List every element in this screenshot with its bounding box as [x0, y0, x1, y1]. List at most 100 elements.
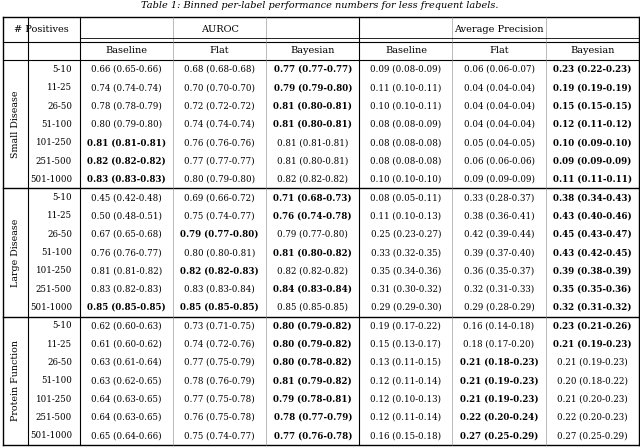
Text: 0.06 (0.06-0.06): 0.06 (0.06-0.06) [463, 156, 534, 165]
Text: 0.66 (0.65-0.66): 0.66 (0.65-0.66) [92, 65, 162, 74]
Text: 101-250: 101-250 [36, 266, 72, 275]
Text: Bayesian: Bayesian [570, 46, 614, 55]
Text: Bayesian: Bayesian [291, 46, 335, 55]
Text: 0.23 (0.22-0.23): 0.23 (0.22-0.23) [553, 65, 631, 74]
Text: 0.19 (0.17-0.22): 0.19 (0.17-0.22) [371, 321, 442, 330]
Text: 0.10 (0.10-0.11): 0.10 (0.10-0.11) [370, 101, 442, 110]
Text: 0.45 (0.42-0.48): 0.45 (0.42-0.48) [91, 193, 162, 202]
Text: 0.11 (0.11-0.11): 0.11 (0.11-0.11) [552, 175, 632, 184]
Text: 0.82 (0.82-0.82): 0.82 (0.82-0.82) [277, 266, 348, 275]
Text: 51-100: 51-100 [41, 120, 72, 129]
Text: 0.80 (0.78-0.82): 0.80 (0.78-0.82) [273, 358, 352, 367]
Text: 5-10: 5-10 [52, 193, 72, 202]
Text: 51-100: 51-100 [41, 248, 72, 257]
Text: 0.76 (0.75-0.78): 0.76 (0.75-0.78) [184, 413, 255, 422]
Text: 0.63 (0.62-0.65): 0.63 (0.62-0.65) [92, 376, 162, 385]
Text: 0.81 (0.79-0.82): 0.81 (0.79-0.82) [273, 376, 352, 385]
Text: 0.13 (0.11-0.15): 0.13 (0.11-0.15) [371, 358, 442, 367]
Text: 0.38 (0.34-0.43): 0.38 (0.34-0.43) [553, 193, 632, 202]
Text: 0.77 (0.77-0.77): 0.77 (0.77-0.77) [274, 65, 352, 74]
Text: 0.79 (0.78-0.81): 0.79 (0.78-0.81) [273, 395, 352, 404]
Text: 0.83 (0.83-0.83): 0.83 (0.83-0.83) [87, 175, 166, 184]
Text: 0.83 (0.83-0.84): 0.83 (0.83-0.84) [184, 285, 255, 294]
Text: 0.78 (0.77-0.79): 0.78 (0.77-0.79) [273, 413, 352, 422]
Text: 0.81 (0.81-0.81): 0.81 (0.81-0.81) [87, 138, 166, 147]
Text: 0.78 (0.78-0.79): 0.78 (0.78-0.79) [91, 101, 162, 110]
Text: 0.15 (0.13-0.17): 0.15 (0.13-0.17) [371, 340, 442, 349]
Text: Large Disease: Large Disease [11, 219, 20, 287]
Text: 0.82 (0.82-0.82): 0.82 (0.82-0.82) [277, 175, 348, 184]
Text: 0.68 (0.68-0.68): 0.68 (0.68-0.68) [184, 65, 255, 74]
Text: 0.80 (0.80-0.81): 0.80 (0.80-0.81) [184, 248, 255, 257]
Text: 0.27 (0.25-0.29): 0.27 (0.25-0.29) [460, 431, 538, 440]
Text: 0.06 (0.06-0.07): 0.06 (0.06-0.07) [463, 65, 534, 74]
Text: 0.16 (0.14-0.18): 0.16 (0.14-0.18) [463, 321, 534, 330]
Text: 0.04 (0.04-0.04): 0.04 (0.04-0.04) [463, 83, 534, 92]
Text: 0.74 (0.74-0.74): 0.74 (0.74-0.74) [184, 120, 255, 129]
Text: 0.70 (0.70-0.70): 0.70 (0.70-0.70) [184, 83, 255, 92]
Text: 0.33 (0.28-0.37): 0.33 (0.28-0.37) [464, 193, 534, 202]
Text: 0.08 (0.05-0.11): 0.08 (0.05-0.11) [371, 193, 442, 202]
Text: 0.76 (0.74-0.78): 0.76 (0.74-0.78) [273, 211, 352, 220]
Text: 0.12 (0.10-0.13): 0.12 (0.10-0.13) [371, 395, 442, 404]
Text: 11-25: 11-25 [47, 340, 72, 349]
Text: 0.81 (0.80-0.82): 0.81 (0.80-0.82) [273, 248, 352, 257]
Text: 251-500: 251-500 [36, 413, 72, 422]
Text: 0.22 (0.20-0.23): 0.22 (0.20-0.23) [557, 413, 627, 422]
Text: 0.05 (0.04-0.05): 0.05 (0.04-0.05) [463, 138, 534, 147]
Text: 0.81 (0.80-0.81): 0.81 (0.80-0.81) [273, 120, 352, 129]
Text: 0.21 (0.18-0.23): 0.21 (0.18-0.23) [460, 358, 538, 367]
Text: 0.19 (0.19-0.19): 0.19 (0.19-0.19) [553, 83, 632, 92]
Text: 0.65 (0.64-0.66): 0.65 (0.64-0.66) [92, 431, 162, 440]
Text: 0.67 (0.65-0.68): 0.67 (0.65-0.68) [91, 230, 162, 239]
Text: Baseline: Baseline [385, 46, 427, 55]
Text: 0.21 (0.19-0.23): 0.21 (0.19-0.23) [553, 340, 632, 349]
Text: 0.29 (0.28-0.29): 0.29 (0.28-0.29) [463, 303, 534, 312]
Text: Table 1: Binned per-label performance numbers for less frequent labels.: Table 1: Binned per-label performance nu… [141, 1, 499, 10]
Text: 0.32 (0.31-0.32): 0.32 (0.31-0.32) [553, 303, 632, 312]
Text: 0.71 (0.68-0.73): 0.71 (0.68-0.73) [273, 193, 352, 202]
Text: Baseline: Baseline [106, 46, 148, 55]
Text: 0.20 (0.18-0.22): 0.20 (0.18-0.22) [557, 376, 628, 385]
Text: 0.81 (0.80-0.81): 0.81 (0.80-0.81) [273, 101, 352, 110]
Text: 0.23 (0.21-0.26): 0.23 (0.21-0.26) [553, 321, 632, 330]
Text: 0.08 (0.08-0.08): 0.08 (0.08-0.08) [370, 156, 442, 165]
Text: 0.75 (0.74-0.77): 0.75 (0.74-0.77) [184, 431, 255, 440]
Text: 0.77 (0.77-0.77): 0.77 (0.77-0.77) [184, 156, 255, 165]
Text: 0.78 (0.76-0.79): 0.78 (0.76-0.79) [184, 376, 255, 385]
Text: 101-250: 101-250 [36, 138, 72, 147]
Text: 0.10 (0.10-0.10): 0.10 (0.10-0.10) [370, 175, 442, 184]
Text: 101-250: 101-250 [36, 395, 72, 404]
Text: 0.33 (0.32-0.35): 0.33 (0.32-0.35) [371, 248, 441, 257]
Text: 0.21 (0.19-0.23): 0.21 (0.19-0.23) [460, 395, 538, 404]
Text: # Positives: # Positives [14, 25, 69, 34]
Text: 0.42 (0.39-0.44): 0.42 (0.39-0.44) [464, 230, 534, 239]
Text: 0.64 (0.63-0.65): 0.64 (0.63-0.65) [92, 413, 162, 422]
Text: 0.32 (0.31-0.33): 0.32 (0.31-0.33) [464, 285, 534, 294]
Text: 0.61 (0.60-0.62): 0.61 (0.60-0.62) [91, 340, 162, 349]
Text: 0.80 (0.79-0.82): 0.80 (0.79-0.82) [273, 340, 352, 349]
Text: 0.76 (0.76-0.76): 0.76 (0.76-0.76) [184, 138, 255, 147]
Text: 0.04 (0.04-0.04): 0.04 (0.04-0.04) [463, 101, 534, 110]
Text: 5-10: 5-10 [52, 321, 72, 330]
Text: 5-10: 5-10 [52, 65, 72, 74]
Text: 0.80 (0.79-0.80): 0.80 (0.79-0.80) [184, 175, 255, 184]
Text: 0.72 (0.72-0.72): 0.72 (0.72-0.72) [184, 101, 255, 110]
Text: 251-500: 251-500 [36, 285, 72, 294]
Text: 251-500: 251-500 [36, 156, 72, 165]
Text: 0.09 (0.09-0.09): 0.09 (0.09-0.09) [463, 175, 534, 184]
Text: 0.35 (0.34-0.36): 0.35 (0.34-0.36) [371, 266, 441, 275]
Text: 0.39 (0.38-0.39): 0.39 (0.38-0.39) [553, 266, 632, 275]
Text: 0.08 (0.08-0.09): 0.08 (0.08-0.09) [371, 120, 442, 129]
Text: 26-50: 26-50 [47, 230, 72, 239]
Text: 0.27 (0.25-0.29): 0.27 (0.25-0.29) [557, 431, 627, 440]
Text: 0.50 (0.48-0.51): 0.50 (0.48-0.51) [91, 211, 162, 220]
Text: 0.74 (0.74-0.74): 0.74 (0.74-0.74) [92, 83, 162, 92]
Text: 11-25: 11-25 [47, 83, 72, 92]
Text: 0.11 (0.10-0.11): 0.11 (0.10-0.11) [370, 83, 442, 92]
Text: 0.10 (0.09-0.10): 0.10 (0.09-0.10) [553, 138, 632, 147]
Text: 0.43 (0.40-0.46): 0.43 (0.40-0.46) [553, 211, 632, 220]
Text: 0.16 (0.15-0.18): 0.16 (0.15-0.18) [371, 431, 442, 440]
Text: 0.04 (0.04-0.04): 0.04 (0.04-0.04) [463, 120, 534, 129]
Text: 0.21 (0.19-0.23): 0.21 (0.19-0.23) [460, 376, 538, 385]
